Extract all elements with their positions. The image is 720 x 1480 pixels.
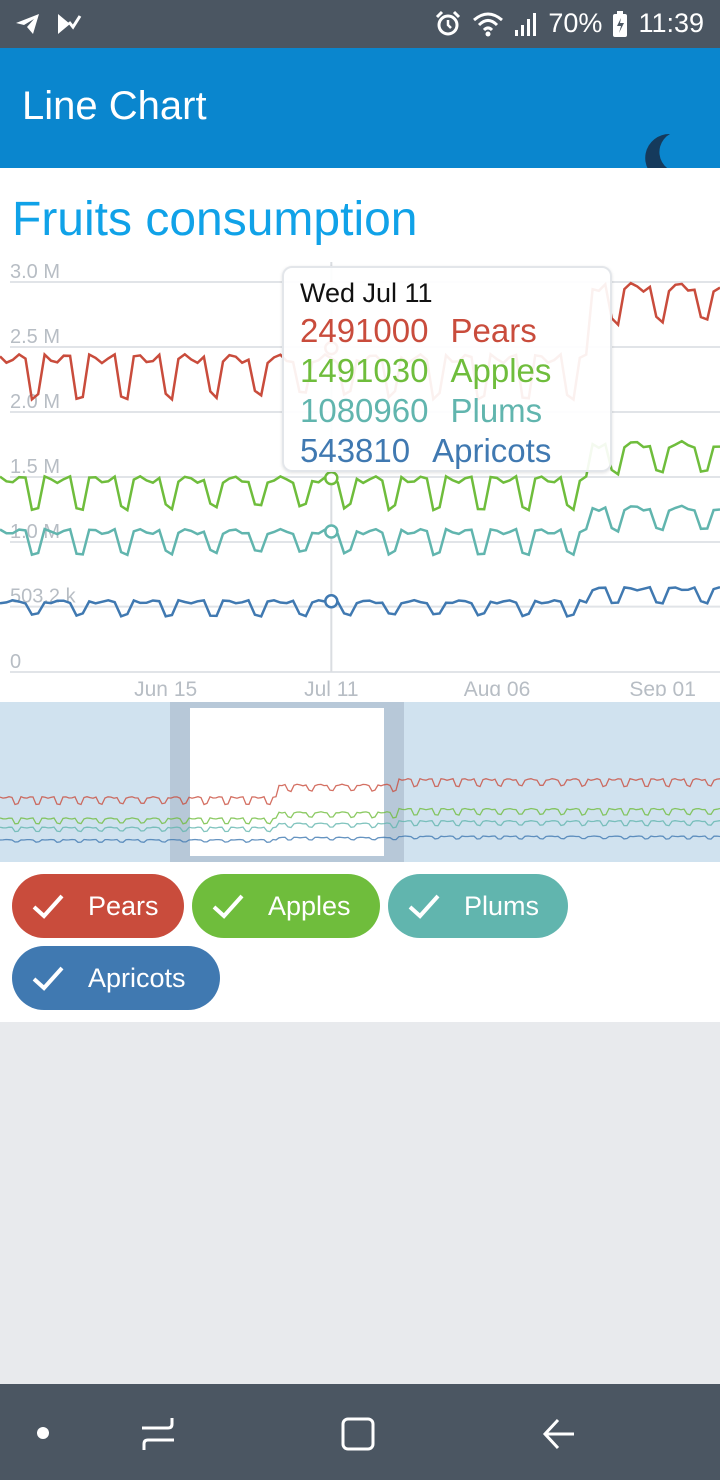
- signal-icon: [515, 12, 537, 36]
- y-tick-label: 503.2 k: [10, 586, 77, 608]
- battery-charging-icon: [613, 10, 628, 37]
- check-icon: [32, 894, 64, 919]
- tooltip-row-plums: 1080960 Plums: [300, 392, 542, 430]
- tooltip-date: Wed Jul 11: [300, 278, 433, 308]
- x-tick-label: Sep 01: [629, 678, 696, 696]
- tooltip-value: 1080960: [300, 392, 429, 429]
- y-tick-label: 1.5 M: [10, 456, 60, 478]
- x-tick-label: Jul 11: [304, 678, 358, 696]
- highlight-point-apricots: [324, 594, 339, 609]
- navigator-line-apples: [0, 807, 720, 825]
- filter-chip-apples[interactable]: Apples: [192, 874, 380, 938]
- home-icon[interactable]: [338, 1414, 378, 1454]
- x-tick-label: Aug 06: [464, 678, 531, 696]
- navigator-window: [190, 708, 384, 856]
- filter-chip-plums[interactable]: Plums: [388, 874, 568, 938]
- battery-percent: 70%: [548, 8, 603, 38]
- y-tick-label: 3.0 M: [10, 261, 60, 283]
- check-icon: [212, 894, 244, 919]
- tooltip-series-name: Pears: [450, 312, 537, 349]
- chart-tooltip: Wed Jul 11 2491000 Pears 1491030 Apples 10…: [282, 266, 612, 472]
- status-bar: 70% 11:39: [0, 0, 720, 48]
- system-nav-bar: [0, 1384, 720, 1480]
- telegram-icon: [16, 14, 39, 34]
- tooltip-row-apricots: 543810 Apricots: [300, 432, 551, 470]
- tooltip-value: 2491000: [300, 312, 429, 349]
- tooltip-row-apples: 1491030 Apples: [300, 352, 551, 390]
- filter-chip-label: Plums: [464, 890, 540, 921]
- filter-chip-pears[interactable]: Pears: [12, 874, 184, 938]
- y-tick-label: 2.5 M: [10, 326, 60, 348]
- tooltip-series-name: Apricots: [432, 432, 552, 469]
- navigator-line-plums: [0, 819, 720, 833]
- filter-chip-label: Apricots: [88, 962, 186, 993]
- highlight-point-plums: [324, 524, 339, 539]
- filter-chip-apricots[interactable]: Apricots: [12, 946, 220, 1010]
- email-check-icon: [58, 14, 82, 34]
- wifi-icon: [473, 12, 504, 36]
- check-icon: [408, 894, 440, 919]
- chart-title: Fruits consumption: [12, 193, 418, 246]
- dot-icon[interactable]: [36, 1426, 50, 1440]
- clock: 11:39: [638, 8, 704, 38]
- chart-card: Fruits consumption 0 503.2 k 1.0 M 1.5 M 2.0…: [0, 168, 720, 1022]
- tooltip-value: 1491030: [300, 352, 429, 389]
- check-icon: [32, 966, 64, 991]
- tooltip-row-pears: 2491000 Pears: [300, 312, 537, 350]
- y-tick-label: 1.0 M: [10, 521, 60, 543]
- highlight-point-apples: [324, 470, 339, 486]
- tooltip-value: 543810: [300, 432, 411, 469]
- filter-chip-label: Apples: [268, 890, 351, 921]
- alarm-icon: [436, 10, 461, 35]
- back-icon[interactable]: [540, 1414, 580, 1454]
- app-bar: Line Chart: [0, 48, 720, 182]
- filter-chip-label: Pears: [88, 890, 159, 921]
- tooltip-series-name: Apples: [450, 352, 552, 389]
- tooltip-series-name: Plums: [450, 392, 543, 429]
- y-tick-label: 2.0 M: [10, 391, 60, 413]
- series-line-apricots: [0, 585, 720, 618]
- navigator-line-pears: [0, 777, 720, 806]
- y-tick-label: 0: [10, 651, 21, 673]
- navigator-line-apricots: [0, 835, 720, 843]
- navigator-chart[interactable]: [0, 702, 720, 862]
- x-tick-label: Jun 15: [134, 678, 197, 696]
- page-title: Line Chart: [22, 84, 207, 128]
- recent-apps-icon[interactable]: [138, 1414, 178, 1454]
- series-line-plums: [0, 504, 720, 557]
